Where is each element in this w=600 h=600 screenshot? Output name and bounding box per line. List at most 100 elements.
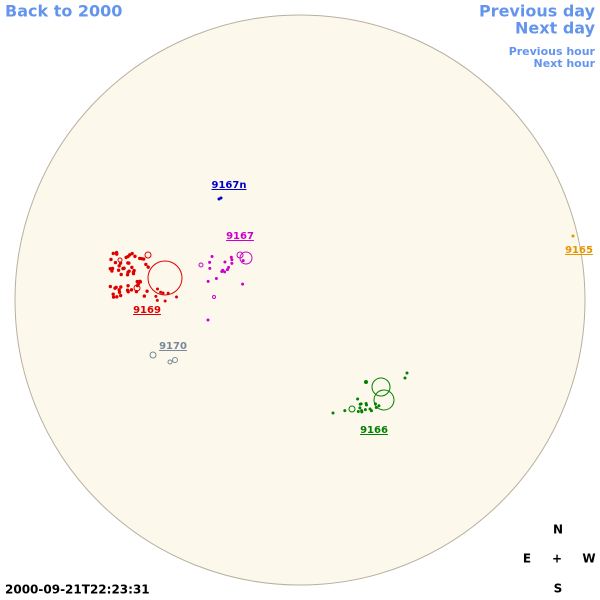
sunspot (220, 270, 224, 274)
compass-east: E (523, 552, 531, 566)
region-label: 9167 (226, 231, 254, 242)
compass-center: + (552, 552, 562, 566)
sunspot (360, 410, 364, 414)
sunspot (227, 265, 231, 269)
sunspot (134, 289, 139, 294)
previous-day-link[interactable]: Previous day (479, 2, 596, 21)
sunspot (166, 291, 170, 295)
sunspot (146, 265, 150, 269)
sunspot (144, 262, 148, 267)
sunspot (212, 295, 216, 299)
sunspot (118, 261, 123, 265)
region-label: 9166 (360, 425, 388, 436)
sunspot (110, 269, 114, 273)
next-day-link[interactable]: Next day (515, 19, 596, 38)
sunspot (126, 290, 130, 294)
sunspot (373, 389, 395, 411)
sunspot (127, 261, 131, 265)
sunspot (368, 407, 372, 411)
compass-north: N (553, 523, 563, 537)
sunspot (119, 285, 123, 289)
sunspot (149, 351, 157, 359)
sunspot (130, 265, 134, 270)
sunspots (108, 196, 575, 415)
sunspot (236, 251, 244, 259)
sunspot (241, 259, 245, 263)
sunspot (113, 286, 117, 290)
sunspot (127, 269, 131, 273)
sunspot (356, 397, 360, 401)
sunspot (108, 284, 113, 289)
sunspot (358, 406, 362, 410)
sunspot (356, 410, 360, 414)
sunspot (364, 401, 368, 405)
back-link[interactable]: Back to 2000 (5, 2, 122, 21)
sunspot (121, 266, 125, 271)
sunspot (230, 261, 234, 265)
sunspot (571, 234, 575, 238)
sunspot (405, 371, 409, 375)
sunspot (331, 411, 335, 415)
sunspot (210, 255, 214, 259)
compass-west: W (582, 552, 595, 566)
sunspot (374, 405, 378, 409)
sunspot (223, 260, 227, 264)
sunspot (363, 408, 367, 412)
sunspot (130, 251, 134, 256)
sunspot (131, 271, 136, 276)
sunspot (124, 255, 128, 260)
compass-south: S (554, 582, 563, 596)
sunspot (114, 250, 119, 255)
sunspot (136, 282, 140, 286)
timestamp: 2000-09-21T22:23:31 (5, 583, 150, 597)
sunspot (230, 258, 234, 262)
sunspot (225, 268, 229, 272)
sunspot (206, 279, 210, 283)
sunspot (241, 282, 245, 286)
sunspot (214, 276, 218, 280)
sunspot (145, 289, 149, 293)
sunspot (229, 255, 233, 259)
sunspot (371, 377, 391, 397)
sunspot (142, 294, 147, 298)
sunspot (144, 251, 152, 259)
sunspot (154, 294, 158, 298)
sunspot (161, 291, 165, 295)
sunspot (139, 256, 144, 261)
sunspot (167, 359, 173, 365)
sunspot (208, 266, 212, 270)
sunspot (163, 299, 167, 303)
sunspot (364, 380, 368, 384)
sunspot (343, 409, 347, 413)
sunspot (147, 260, 183, 296)
sunspot (172, 357, 178, 363)
sunspot (116, 268, 121, 272)
sunspot (138, 279, 142, 284)
sunspot (117, 264, 121, 268)
region-label: 9170 (159, 341, 187, 352)
sunspot (403, 376, 407, 380)
sunspot (118, 293, 123, 298)
sunspot (111, 295, 116, 299)
sunspot (159, 290, 163, 294)
sunspot (358, 402, 362, 406)
sunspot (219, 196, 223, 200)
previous-hour-link[interactable]: Previous hour (509, 45, 596, 58)
sunspot (115, 295, 119, 299)
sunspot (129, 288, 134, 292)
sunspot (110, 266, 115, 271)
sunspot (206, 318, 210, 322)
sunspot (208, 260, 212, 264)
sunspot (117, 288, 121, 292)
solar-disk (14, 14, 586, 586)
sunspot (111, 251, 115, 256)
sunspot (119, 272, 123, 277)
next-hour-link[interactable]: Next hour (534, 57, 596, 70)
sunspot (109, 257, 113, 262)
sunspot (111, 292, 115, 296)
sunspot (155, 287, 159, 291)
region-label: 9165 (565, 245, 593, 256)
sunspot (198, 262, 204, 268)
region-label: 9169 (133, 305, 161, 316)
